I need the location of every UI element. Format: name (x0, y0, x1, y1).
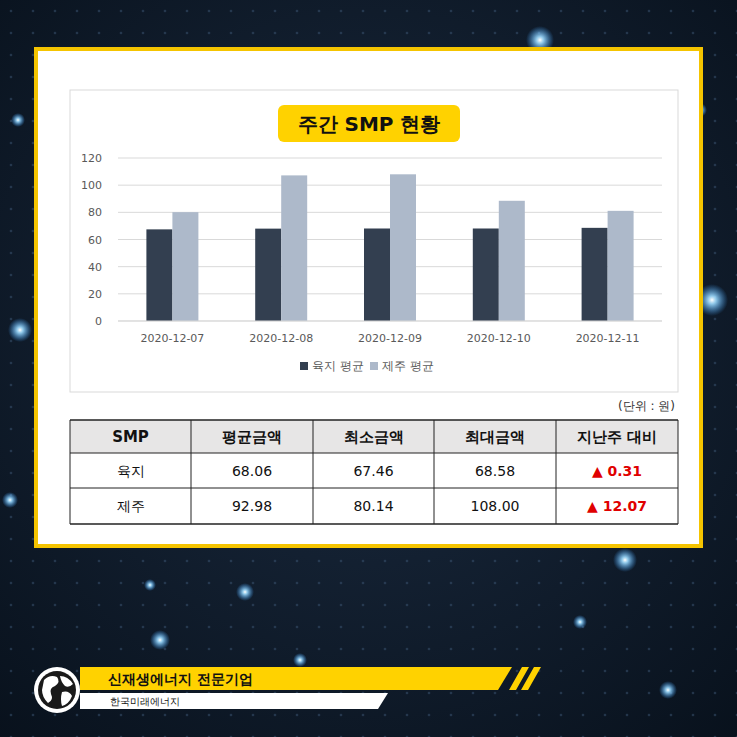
glow-dot (144, 579, 156, 591)
table-header: SMP (112, 428, 149, 446)
bar (499, 201, 525, 321)
x-tick-label: 2020-12-07 (140, 332, 204, 345)
table-cell: 68.58 (475, 463, 515, 479)
table-cell: 92.98 (232, 498, 272, 514)
glow-dot (236, 583, 254, 601)
y-tick-label: 40 (88, 261, 102, 274)
glow-dot (11, 113, 25, 127)
chart-frame (70, 90, 678, 392)
x-tick-label: 2020-12-08 (249, 332, 313, 345)
glow-dot (293, 653, 307, 667)
table-cell: ▲ 0.31 (592, 463, 642, 479)
unit-note: (단위 : 원) (618, 399, 675, 413)
glow-dot (8, 318, 32, 342)
y-tick-label: 60 (88, 234, 102, 247)
glow-dot (2, 492, 18, 508)
table-cell: ▲ 12.07 (587, 498, 647, 514)
table-cell: 68.06 (232, 463, 272, 479)
chart-title: 주간 SMP 현황 (298, 112, 441, 136)
globe (34, 667, 80, 713)
table-rule (70, 419, 678, 421)
glow-dot (150, 630, 170, 650)
footer-company-bar (80, 693, 388, 709)
bar (364, 228, 390, 321)
table-cell: 제주 (117, 498, 145, 514)
x-axis (118, 321, 662, 322)
x-tick-label: 2020-12-10 (467, 332, 531, 345)
card (36, 49, 701, 546)
glow-dot (573, 615, 587, 629)
bar (172, 212, 198, 321)
page: 주간 SMP 현황 0 20 40 60 80 100 120 2020-12-07 2020-1… (0, 0, 737, 737)
legend-label: 육지 평균 (312, 359, 364, 373)
globe-inner (38, 671, 76, 709)
table-rule (191, 420, 192, 524)
table-header-bg (70, 420, 678, 453)
grid-line (118, 158, 662, 159)
table-rule (70, 523, 678, 525)
bar (146, 229, 172, 321)
table-header: 최대금액 (465, 428, 525, 446)
globe-land (42, 676, 73, 706)
background (0, 0, 737, 737)
x-tick-label: 2020-12-11 (576, 332, 640, 345)
table-cell: 80.14 (353, 498, 393, 514)
bar (473, 228, 499, 321)
footer-company: 한국미래에너지 (110, 696, 180, 707)
bar (608, 211, 634, 321)
bar (390, 174, 416, 321)
legend-label: 제주 평균 (382, 359, 434, 373)
footer-slashes (509, 667, 541, 690)
bar (281, 175, 307, 321)
table-rule (313, 420, 314, 524)
table-cell: 108.00 (471, 498, 520, 514)
table-rule (434, 420, 435, 524)
table-rule (70, 453, 678, 454)
table-header: 평균금액 (222, 428, 282, 446)
y-tick-label: 0 (95, 315, 102, 328)
glow-dot (613, 548, 637, 572)
table-header: 지난주 대비 (577, 428, 657, 446)
legend-swatch (300, 362, 308, 370)
y-tick-label: 100 (81, 179, 102, 192)
footer-title: 신재생에너지 전문기업 (108, 671, 253, 687)
legend-swatch (370, 362, 378, 370)
glow-dot (659, 681, 677, 699)
x-tick-label: 2020-12-09 (358, 332, 422, 345)
bar (582, 228, 608, 321)
table-cell: 육지 (117, 463, 145, 479)
title-box (278, 105, 460, 142)
y-tick-label: 120 (81, 152, 102, 165)
table-rule (70, 488, 678, 489)
bars (146, 174, 633, 321)
y-tick-label: 80 (88, 206, 102, 219)
table-rule (556, 420, 557, 524)
grid-line (118, 321, 662, 322)
table-rule (678, 420, 679, 524)
table-cell: 67.46 (353, 463, 393, 479)
footer-title-bar (80, 667, 512, 690)
background-dots (0, 0, 737, 737)
table-header: 최소금액 (344, 428, 404, 446)
bar (255, 229, 281, 321)
y-tick-label: 20 (88, 288, 102, 301)
table-rule (70, 420, 71, 524)
